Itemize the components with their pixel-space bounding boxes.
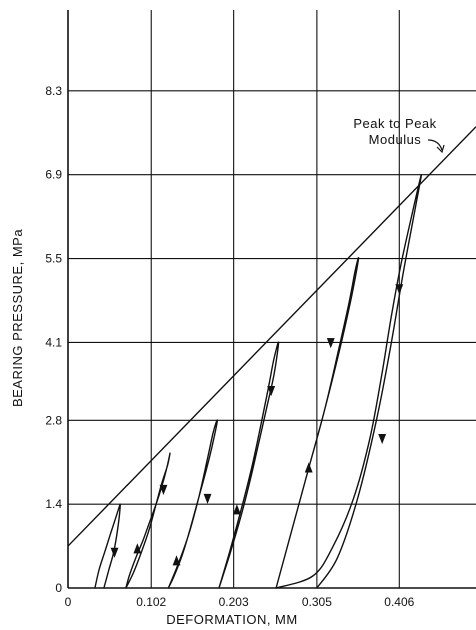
y-tick-label: 5.5 [45,252,62,266]
direction-arrow-icon [110,547,119,558]
direction-arrow-icon [326,338,335,349]
peak-to-peak-modulus-line [67,126,476,547]
tick-layer: 0 0.102 0.203 0.305 0.406 0 1.4 2.8 4.1 5.5 6.9 8.3 [45,84,414,609]
y-tick-label: 6.9 [45,168,62,182]
loading-cycle-curve-2 [125,452,171,589]
y-tick-label: 0 [55,581,62,595]
annotation-peak-to-peak-modulus: Peak to Peak Modulus [353,116,445,154]
x-tick-label: 0.406 [384,595,414,609]
y-tick-label: 2.8 [45,413,62,427]
direction-arrow-icon [232,504,241,515]
direction-arrow-icon [378,433,387,445]
y-tick-label: 8.3 [45,84,62,98]
x-axis-label: DEFORMATION, MM [166,612,297,627]
annotation-line-1: Peak to Peak [353,116,436,131]
direction-arrow-icon [133,543,142,554]
y-tick-label: 4.1 [45,335,62,349]
direction-arrow-icon [159,484,168,495]
direction-arrow-icon [304,462,313,473]
direction-arrow-icon [267,386,276,397]
loading-cycle-curve-4 [218,341,280,589]
loading-cycle-curve-1 [94,503,121,589]
loading-cycle-curve-6 [275,173,423,589]
annotation-line-2: Modulus [369,132,422,147]
x-tick-label: 0.305 [302,595,332,609]
direction-arrow-icon [395,284,404,295]
x-tick-label: 0.102 [136,595,166,609]
arrow-layer [110,284,404,566]
x-tick-label: 0 [65,595,72,609]
y-axis-label: BEARING PRESSURE, MPa [10,229,25,407]
y-tick-label: 1.4 [45,497,62,511]
annotation-pointer [427,139,443,151]
x-tick-label: 0.203 [219,595,249,609]
direction-arrow-icon [203,493,212,504]
loading-cycle-curve-3 [167,419,218,589]
direction-arrow-icon [172,555,181,566]
curve-layer [67,126,476,589]
grid-layer [67,10,476,589]
loading-cycle-curve-5 [275,256,360,589]
annotation-pointer-head [436,144,445,154]
